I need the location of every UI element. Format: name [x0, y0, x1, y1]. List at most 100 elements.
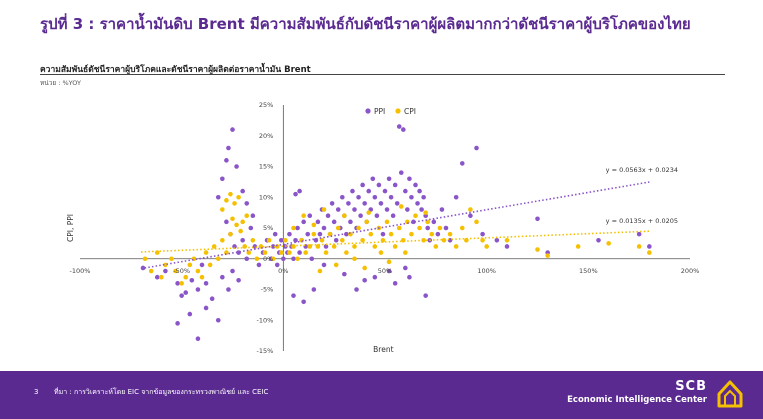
data-point-ppi: [407, 176, 412, 182]
data-point-ppi: [409, 194, 414, 200]
data-point-ppi: [372, 274, 378, 280]
data-point-cpi: [384, 219, 390, 225]
data-point-ppi: [195, 287, 201, 292]
data-point-cpi: [179, 281, 184, 286]
data-point-cpi: [224, 250, 229, 255]
data-point-ppi: [535, 216, 540, 222]
y-tick-label: 10%: [259, 193, 273, 201]
y-tick-label: 20%: [259, 132, 273, 140]
data-point-cpi: [327, 231, 333, 237]
data-point-cpi: [396, 225, 402, 231]
data-point-ppi: [376, 182, 382, 188]
data-point-ppi: [390, 213, 396, 218]
data-point-ppi: [358, 213, 363, 218]
data-point-cpi: [224, 198, 229, 203]
data-point-cpi: [238, 228, 243, 234]
data-point-ppi: [215, 194, 221, 200]
data-point-ppi: [405, 207, 410, 212]
data-point-cpi: [244, 213, 250, 218]
data-point-cpi: [295, 256, 300, 262]
data-point-cpi: [437, 225, 443, 231]
y-axis-label: CPI, PPI: [66, 214, 75, 242]
data-point-cpi: [230, 216, 235, 222]
data-point-ppi: [189, 277, 195, 283]
data-point-ppi: [291, 256, 296, 262]
subtitle-divider: [40, 74, 725, 75]
data-point-ppi: [350, 188, 355, 194]
data-point-cpi: [364, 219, 370, 225]
data-point-cpi: [250, 238, 256, 243]
x-tick-label: 200%: [681, 267, 700, 275]
data-point-cpi: [220, 207, 225, 212]
data-point-cpi: [378, 250, 384, 255]
data-point-ppi: [281, 256, 286, 262]
data-point-ppi: [439, 207, 445, 212]
data-point-ppi: [421, 194, 426, 200]
data-point-ppi: [317, 231, 323, 237]
data-point-cpi: [480, 238, 485, 243]
data-point-ppi: [226, 287, 231, 292]
data-point-cpi: [468, 207, 473, 212]
data-point-cpi: [413, 213, 418, 218]
data-point-ppi: [250, 213, 256, 218]
data-point-cpi: [232, 201, 237, 206]
data-point-ppi: [480, 231, 485, 237]
data-point-cpi: [234, 222, 239, 228]
data-point-cpi: [545, 253, 550, 258]
data-point-ppi: [354, 287, 359, 292]
data-point-ppi: [504, 244, 510, 249]
data-point-ppi: [396, 124, 402, 129]
data-point-cpi: [342, 213, 347, 218]
data-point-cpi: [360, 238, 365, 243]
data-point-cpi: [504, 238, 510, 243]
brand-name: SCB Economic Intelligence Center: [567, 379, 707, 405]
data-point-cpi: [254, 256, 260, 262]
y-tick-label: 15%: [259, 163, 273, 171]
data-point-ppi: [321, 262, 327, 268]
data-point-cpi: [169, 256, 174, 262]
trendline-ppi: [140, 181, 650, 270]
x-tick-label: -50%: [173, 267, 190, 275]
data-point-ppi: [203, 281, 209, 286]
data-point-cpi: [148, 268, 154, 274]
data-point-ppi: [398, 170, 404, 175]
trendline-equation-ppi: y = 0.0563x + 0.0234: [606, 166, 678, 174]
data-point-ppi: [382, 188, 388, 194]
data-point-cpi: [535, 247, 540, 252]
data-point-ppi: [187, 311, 193, 317]
data-point-ppi: [325, 213, 331, 218]
legend-marker-ppi: [365, 108, 371, 114]
data-point-ppi: [431, 219, 437, 225]
brand-scb: SCB: [675, 379, 707, 394]
data-point-ppi: [435, 231, 441, 237]
data-point-cpi: [203, 250, 209, 255]
data-point-ppi: [220, 176, 225, 182]
data-point-cpi: [429, 231, 435, 237]
data-point-ppi: [179, 293, 184, 298]
page-number: 3: [34, 388, 39, 396]
data-point-ppi: [309, 256, 315, 262]
data-point-ppi: [352, 207, 357, 212]
data-point-ppi: [340, 194, 345, 200]
data-point-cpi: [484, 244, 489, 249]
data-point-ppi: [423, 293, 428, 298]
scatter-chart: -100% -50% 0% 50% 100% 150% 200% -15% -10% -5% 0% 5…: [66, 101, 700, 355]
data-point-ppi: [224, 158, 229, 163]
x-tick-label: 100%: [477, 267, 496, 275]
data-point-ppi: [323, 244, 329, 249]
data-point-cpi: [228, 191, 233, 197]
data-point-ppi: [374, 213, 380, 218]
data-point-cpi: [636, 244, 642, 249]
data-point-ppi: [183, 290, 189, 295]
data-points: [140, 124, 652, 342]
trendline-equation-cpi: y = 0.0135x + 0.0205: [606, 217, 678, 225]
data-point-cpi: [183, 274, 189, 280]
trendline-cpi: [140, 230, 650, 253]
data-point-cpi: [372, 244, 378, 249]
legend-label-cpi: CPI: [404, 107, 416, 116]
y-tick-label: 5%: [263, 224, 273, 232]
y-tick-label: 25%: [259, 101, 273, 109]
data-point-cpi: [335, 225, 341, 231]
data-point-cpi: [388, 231, 394, 237]
data-point-ppi: [459, 161, 465, 166]
